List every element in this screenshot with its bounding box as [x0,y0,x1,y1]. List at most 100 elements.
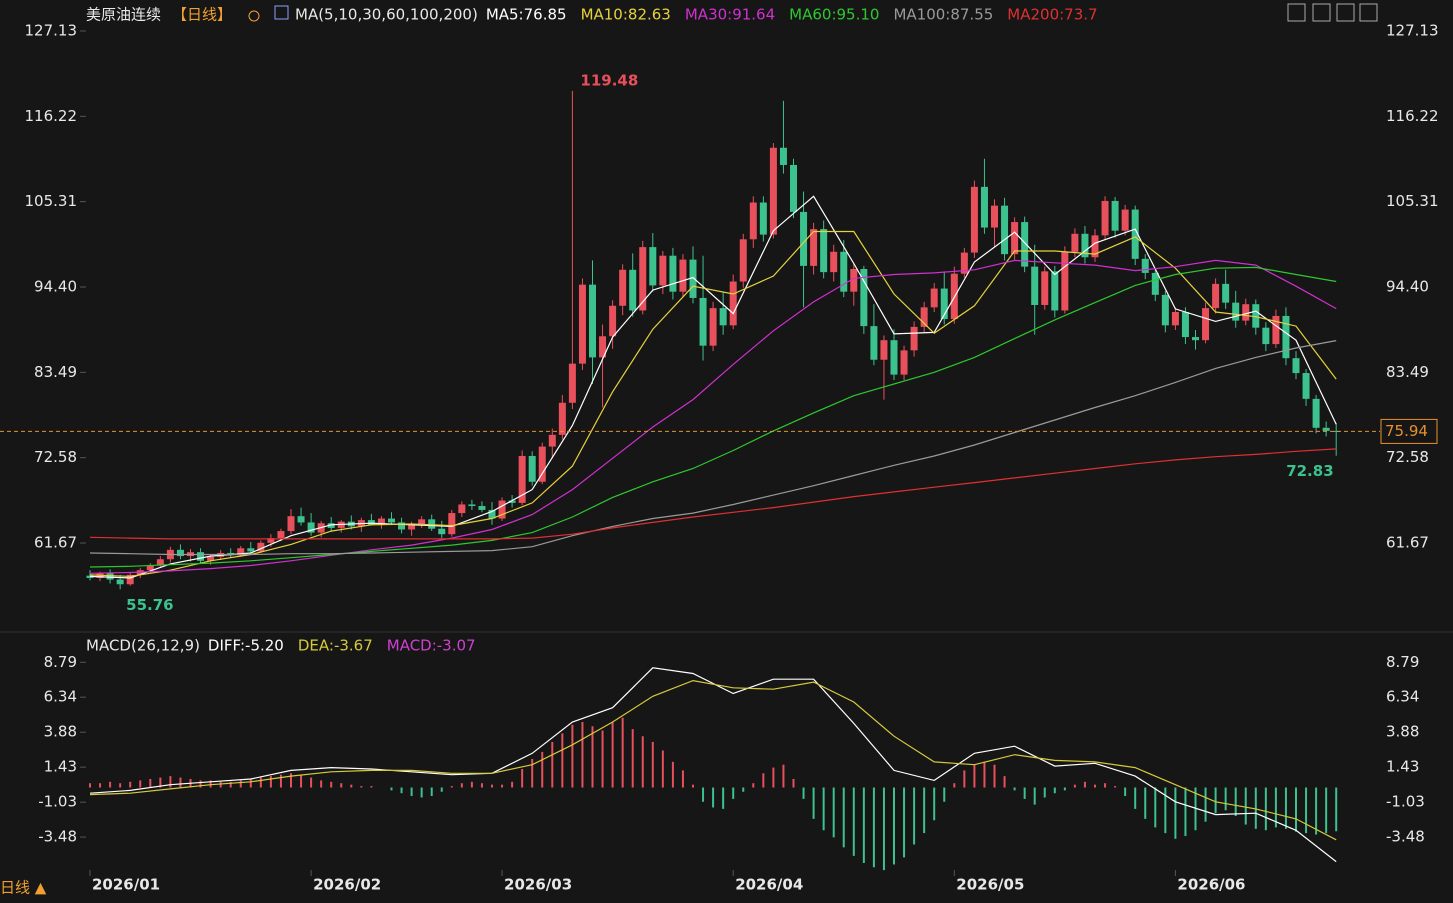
candle-body [729,281,737,326]
indicator-line [89,259,1337,574]
candle-body [508,500,516,503]
macd-title: MACD(26,12,9) [86,637,200,655]
candle-body [1161,294,1169,326]
max-label: 119.48 [580,71,638,89]
candle-body [418,519,426,525]
toolbar-icons[interactable] [1287,3,1378,22]
candle-body [438,528,446,535]
indicator-icon[interactable] [274,5,289,20]
candle-body [1031,266,1039,305]
y-tick-label-right: 116.22 [1386,107,1439,125]
candle-body [1071,233,1079,252]
indicator-line [89,340,1337,556]
candle-body [1091,235,1099,258]
candle-body [830,251,838,273]
candle-body [1131,209,1139,259]
candle-body [377,518,385,525]
candle-body [146,565,154,571]
candle-body [116,579,124,585]
candle-body [458,504,466,514]
candle-body [518,455,526,503]
add-icon[interactable] [248,10,260,22]
y-tick-label-right: 72.58 [1386,448,1429,466]
candle-body [890,340,898,375]
last-low-label: 72.83 [1286,462,1333,480]
candle-body [800,211,808,266]
y-tick-label: 8.79 [44,653,77,671]
candle-body [649,247,657,286]
candle-body [960,252,968,274]
legend-entry: DEA:-3.67 [298,637,373,655]
candle-body [940,288,948,320]
candle-body [106,573,114,580]
candle-body [1051,271,1059,311]
candle-body [930,288,938,308]
candle-body [297,516,305,523]
candle-body [408,524,416,530]
candle-body [307,522,315,533]
candle-body [880,340,888,360]
candle-body [790,164,797,212]
candle-body [1212,283,1220,309]
candle-body [1151,272,1159,295]
candle-body [1001,205,1009,255]
candle-body [1322,427,1330,431]
period-switch[interactable]: 日线 ▲ [0,879,47,897]
legend-entry: MA10:82.63 [581,6,671,24]
candle-body [850,269,858,292]
candle-body [599,336,607,358]
indicator-line [89,230,1337,578]
ma-label: MA(5,10,30,60,100,200) [295,6,478,24]
candle-body [156,559,164,566]
candle-body [779,147,787,165]
legend-entry: MACD:-3.07 [387,637,476,655]
candle-body [709,308,717,346]
y-tick-label: 6.34 [44,688,77,706]
candle-body [327,523,335,528]
candle-body [1121,209,1129,231]
candle-body [1272,315,1280,345]
candle-body [197,552,205,561]
candle-body [1262,327,1270,345]
candle-body [1111,200,1119,231]
legend-entry: MA100:87.55 [893,6,993,24]
candle-body [910,326,918,351]
candle-body [1181,312,1189,338]
candle-body [1252,304,1260,328]
candle-body [1101,200,1109,236]
x-tick-label: 2026/01 [92,876,160,894]
candle-body [1171,312,1179,326]
candle-body [398,522,406,530]
y-tick-label: 105.31 [25,192,78,210]
candle-body [558,402,566,435]
x-tick-label: 2026/03 [504,876,572,894]
candle-body [820,229,828,273]
indicator-line [89,448,1337,540]
candle-body [568,363,576,403]
y-tick-label-right: 8.79 [1386,653,1419,671]
candle-body [257,542,265,552]
candle-body [468,504,476,507]
candle-body [1222,283,1230,303]
candle-body [589,284,596,358]
candle-body [126,574,134,585]
candle-body [1202,308,1210,341]
title: 美原油连续 [86,6,161,24]
candle-body [548,434,556,447]
candle-body [669,255,677,292]
candle-body [1061,251,1069,311]
candle-body [428,519,436,529]
x-tick-label: 2026/02 [313,876,381,894]
period[interactable]: 【日线】 [172,6,232,24]
y-tick-label-right: 3.88 [1386,723,1419,741]
candle-body [689,259,697,298]
y-tick-label: 1.43 [44,758,77,776]
candle-body [267,538,275,543]
indicator-line [89,667,1337,863]
candle-body [1192,337,1199,341]
y-tick-label-right: 105.31 [1386,192,1439,210]
y-tick-label: 83.49 [34,363,77,381]
candle-body [1141,258,1149,273]
legend-entry: DIFF:-5.20 [208,637,284,655]
candle-body [659,255,667,286]
